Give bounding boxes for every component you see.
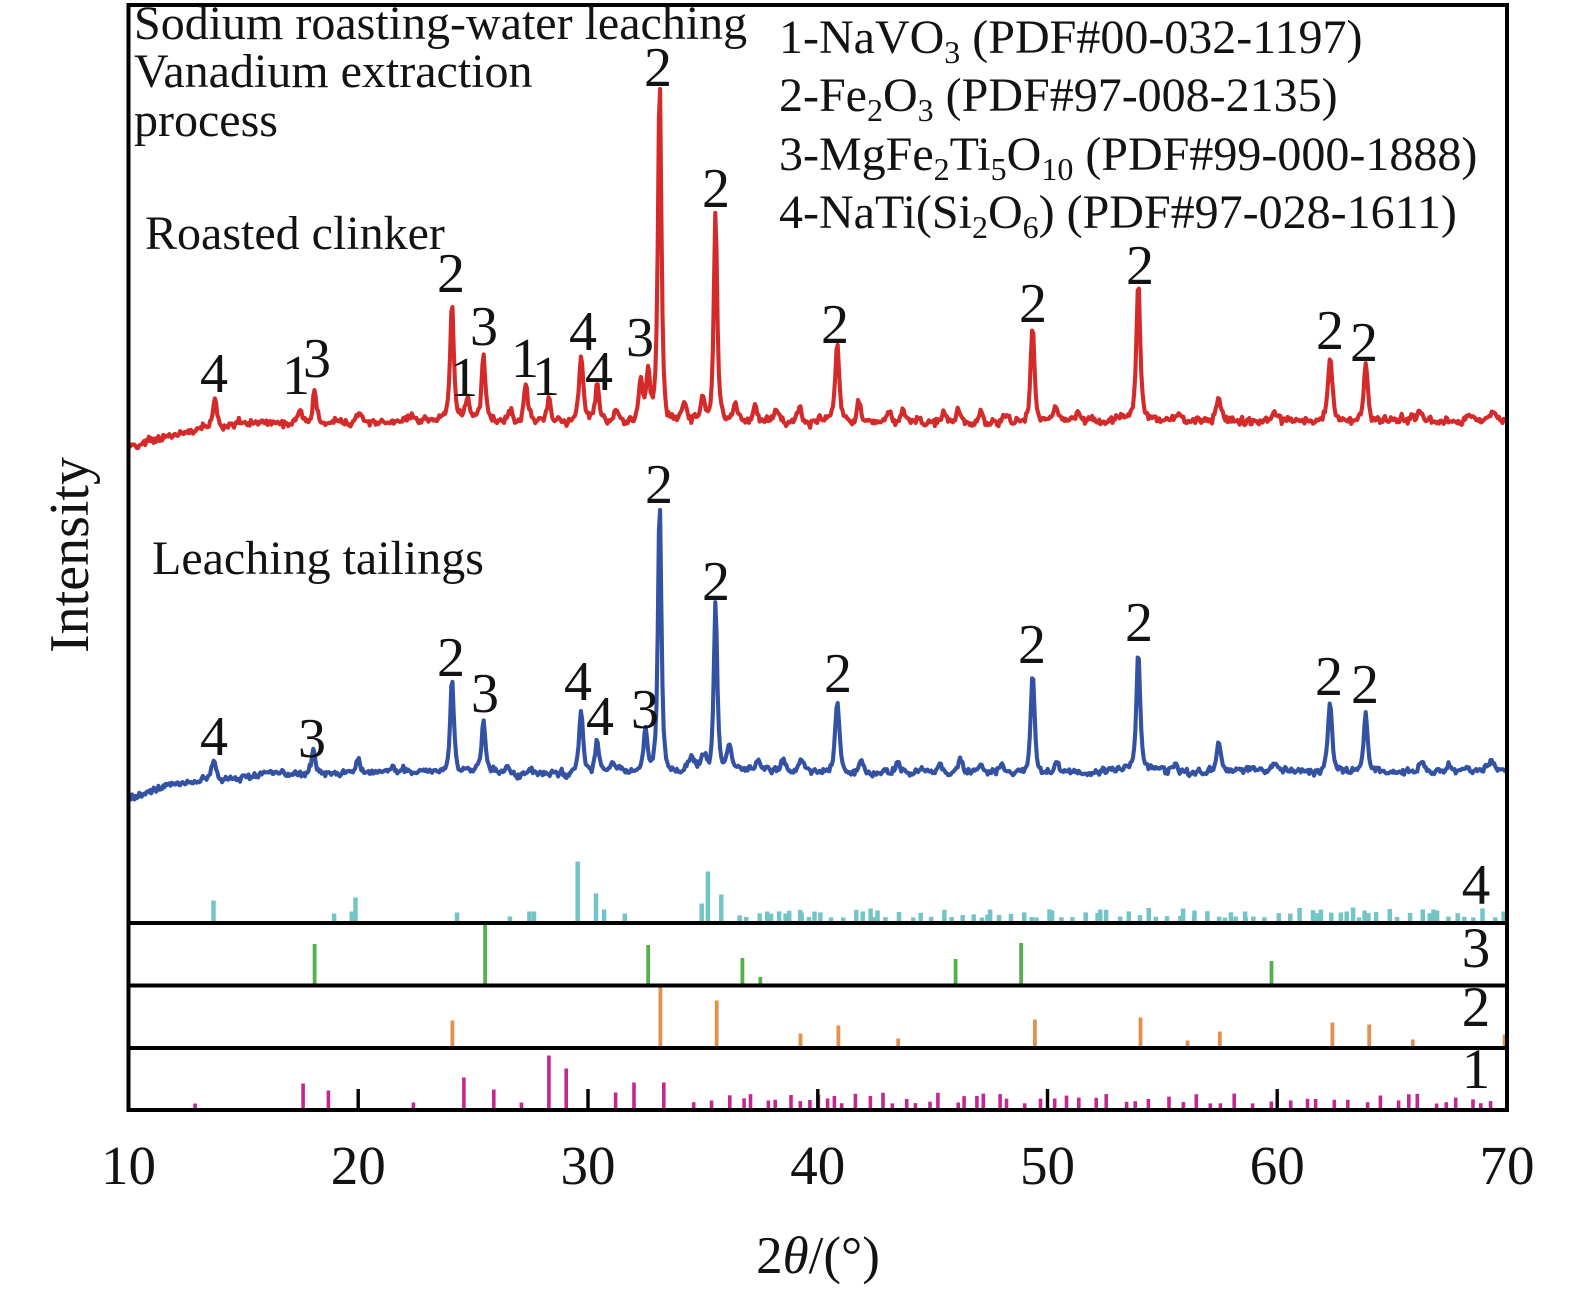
svg-text:2: 2 bbox=[702, 158, 730, 220]
svg-text:4: 4 bbox=[569, 301, 597, 363]
svg-text:50: 50 bbox=[1020, 1135, 1075, 1196]
svg-text:3: 3 bbox=[471, 663, 499, 725]
svg-text:2: 2 bbox=[644, 37, 672, 99]
svg-text:3: 3 bbox=[626, 307, 654, 369]
svg-text:2θ/(°): 2θ/(°) bbox=[756, 1227, 880, 1285]
svg-text:2: 2 bbox=[1125, 592, 1153, 654]
svg-text:20: 20 bbox=[331, 1135, 386, 1196]
svg-text:Intensity: Intensity bbox=[39, 457, 101, 653]
svg-text:2: 2 bbox=[437, 627, 465, 689]
svg-text:2: 2 bbox=[1126, 235, 1154, 297]
svg-text:Leaching tailings: Leaching tailings bbox=[152, 532, 484, 585]
svg-text:2: 2 bbox=[1315, 646, 1343, 708]
svg-text:1: 1 bbox=[282, 345, 310, 407]
svg-text:4: 4 bbox=[1462, 854, 1491, 917]
svg-text:2: 2 bbox=[702, 551, 730, 613]
svg-text:4: 4 bbox=[200, 343, 228, 405]
svg-text:2: 2 bbox=[1462, 976, 1491, 1039]
svg-text:4-NaTi(Si2O6) (PDF#97-028-1611: 4-NaTi(Si2O6) (PDF#97-028-1611) bbox=[779, 186, 1457, 245]
svg-text:2: 2 bbox=[1351, 654, 1379, 716]
svg-text:2: 2 bbox=[1019, 273, 1047, 335]
svg-text:1-NaVO3 (PDF#00-032-1197): 1-NaVO3 (PDF#00-032-1197) bbox=[779, 11, 1363, 70]
svg-text:4: 4 bbox=[586, 686, 614, 748]
svg-text:3: 3 bbox=[470, 296, 498, 358]
svg-text:3: 3 bbox=[631, 679, 659, 741]
svg-text:1: 1 bbox=[511, 328, 539, 390]
svg-text:30: 30 bbox=[561, 1135, 616, 1196]
svg-text:1: 1 bbox=[1462, 1038, 1491, 1101]
svg-text:2: 2 bbox=[821, 294, 849, 356]
svg-text:3: 3 bbox=[303, 328, 331, 390]
svg-text:40: 40 bbox=[790, 1135, 845, 1196]
svg-text:3-MgFe2Ti5O10 (PDF#99-000-1888: 3-MgFe2Ti5O10 (PDF#99-000-1888) bbox=[779, 128, 1477, 187]
svg-text:4: 4 bbox=[200, 706, 228, 768]
svg-text:4: 4 bbox=[585, 341, 613, 403]
svg-text:2: 2 bbox=[645, 454, 673, 516]
svg-text:10: 10 bbox=[101, 1135, 156, 1196]
svg-text:2: 2 bbox=[1018, 614, 1046, 676]
svg-text:70: 70 bbox=[1480, 1135, 1535, 1196]
svg-text:2-Fe2O3 (PDF#97-008-2135): 2-Fe2O3 (PDF#97-008-2135) bbox=[779, 69, 1338, 128]
svg-text:4: 4 bbox=[564, 651, 592, 713]
svg-text:60: 60 bbox=[1250, 1135, 1305, 1196]
svg-text:2: 2 bbox=[437, 243, 465, 305]
svg-text:2: 2 bbox=[1316, 300, 1344, 362]
svg-text:Roasted clinker: Roasted clinker bbox=[145, 207, 445, 260]
svg-text:3: 3 bbox=[1462, 917, 1491, 980]
svg-text:Vanadium extraction: Vanadium extraction bbox=[134, 45, 533, 98]
svg-text:process: process bbox=[134, 94, 278, 147]
svg-text:2: 2 bbox=[1350, 312, 1378, 374]
svg-text:1: 1 bbox=[532, 346, 560, 408]
svg-text:3: 3 bbox=[298, 708, 326, 770]
svg-text:1: 1 bbox=[450, 347, 478, 409]
svg-text:2: 2 bbox=[824, 643, 852, 705]
svg-text:Sodium roasting-water leaching: Sodium roasting-water leaching bbox=[134, 0, 747, 50]
